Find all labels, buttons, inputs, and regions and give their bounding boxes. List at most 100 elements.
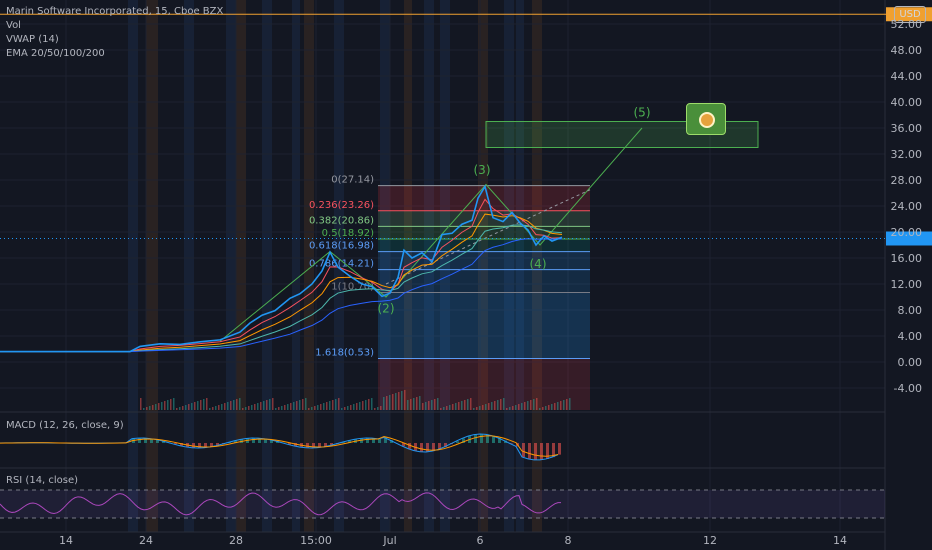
volume-bar — [221, 404, 223, 410]
volume-bar — [371, 398, 373, 410]
volume-bar — [428, 401, 430, 410]
volume-bar — [278, 407, 280, 410]
idea-snail-icon[interactable] — [686, 103, 726, 135]
volume-bar — [557, 402, 559, 410]
volume-bar — [452, 404, 454, 410]
price-tick-label: 16.00 — [891, 252, 923, 265]
volume-bar — [443, 407, 445, 410]
volume-bar — [146, 407, 148, 410]
session-band — [516, 0, 524, 532]
elliott-wave-label[interactable]: (3) — [474, 163, 491, 177]
volume-bar — [356, 403, 358, 410]
volume-bar — [515, 405, 517, 410]
fib-zone — [378, 185, 590, 211]
macd-histogram-bar — [498, 437, 501, 443]
session-band — [292, 0, 300, 532]
macd-histogram-bar — [342, 442, 345, 443]
time-tick-label: 14 — [59, 534, 73, 547]
ema100-line — [0, 224, 563, 353]
volume-bar — [314, 406, 316, 410]
macd-histogram-bar — [252, 438, 255, 443]
macd-histogram-bar — [486, 434, 489, 443]
volume-bar — [392, 394, 394, 410]
volume-bar — [449, 405, 451, 410]
volume-bar — [434, 399, 436, 410]
elliott-wave-label[interactable]: (2) — [378, 302, 395, 316]
volume-bar — [179, 407, 181, 410]
volume-bar — [188, 404, 190, 410]
price-tick-label: 52.00 — [891, 18, 923, 31]
trend-channel-line — [385, 189, 591, 285]
symbol-title[interactable]: Marin Software Incorporated, 15, Cboe BZ… — [6, 6, 224, 17]
time-tick-label: 28 — [229, 534, 243, 547]
price-line[interactable] — [0, 184, 563, 353]
price-tick-label: 20.00 — [891, 226, 923, 239]
volume-bar — [284, 405, 286, 410]
fib-zone — [378, 251, 590, 270]
volume-bar — [536, 398, 538, 410]
volume-bar — [272, 398, 274, 410]
volume-bar — [212, 407, 214, 410]
volume-bar — [533, 399, 535, 410]
volume-bar — [260, 402, 262, 410]
macd-histogram-bar — [552, 443, 555, 458]
volume-bar — [281, 406, 283, 410]
volume-bar — [491, 402, 493, 410]
macd-histogram-bar — [534, 443, 537, 460]
rsi-pane-title[interactable]: RSI (14, close) — [6, 475, 79, 486]
volume-bar — [386, 396, 388, 410]
fib-level-label: 1(10.70) — [331, 281, 374, 292]
indicator-vwap[interactable]: VWAP (14) — [6, 34, 59, 45]
macd-histogram-bar — [228, 442, 231, 443]
volume-bar — [365, 400, 367, 410]
volume-bar — [446, 406, 448, 410]
price-tick-label: 36.00 — [891, 122, 923, 135]
volume-bar — [350, 405, 352, 410]
volume-bar — [335, 399, 337, 410]
macd-histogram-bar — [522, 443, 525, 457]
macd-pane-title[interactable]: MACD (12, 26, close, 9) — [6, 420, 124, 431]
volume-bar — [152, 405, 154, 410]
macd-histogram-bar — [462, 438, 465, 443]
macd-histogram-bar — [150, 438, 153, 443]
time-tick-label: 15:00 — [300, 534, 332, 547]
volume-bar — [497, 400, 499, 410]
volume-bar — [353, 404, 355, 410]
macd-histogram-bar — [312, 443, 315, 448]
session-band — [532, 0, 542, 532]
volume-bar — [398, 392, 400, 410]
fib-level-label: 0.5(18.92) — [322, 228, 374, 239]
macd-histogram-bar — [174, 443, 177, 445]
macd-histogram-bar — [444, 443, 447, 448]
elliott-wave-label[interactable]: (4) — [530, 257, 547, 271]
ema200-line — [0, 238, 563, 353]
volume-bar — [509, 407, 511, 410]
volume-bar — [506, 408, 508, 410]
macd-histogram-bar — [204, 443, 207, 448]
currency-badge[interactable]: USD — [894, 6, 926, 23]
volume-bar — [287, 404, 289, 410]
macd-signal-line — [0, 435, 559, 457]
elliott-wave-path[interactable] — [219, 127, 643, 342]
indicator-volume[interactable]: Vol — [6, 20, 21, 31]
volume-bar — [500, 399, 502, 410]
price-tick-label: 0.00 — [898, 356, 923, 369]
price-tick-label: 12.00 — [891, 278, 923, 291]
price-tick-label: 28.00 — [891, 174, 923, 187]
elliott-wave-label[interactable]: (5) — [634, 105, 651, 119]
price-tick-label: 24.00 — [891, 200, 923, 213]
volume-bar — [542, 407, 544, 410]
indicator-ema[interactable]: EMA 20/50/100/200 — [6, 48, 105, 59]
price-tick-label: 32.00 — [891, 148, 923, 161]
volume-bar — [401, 391, 403, 410]
macd-histogram-bar — [438, 443, 441, 450]
volume-bar — [395, 393, 397, 410]
volume-bar — [527, 401, 529, 410]
macd-histogram-bar — [180, 443, 183, 446]
session-band — [334, 0, 344, 532]
volume-bar — [311, 407, 313, 410]
volume-bar — [470, 398, 472, 410]
time-tick-label: 8 — [565, 534, 572, 547]
volume-bar — [173, 398, 175, 410]
